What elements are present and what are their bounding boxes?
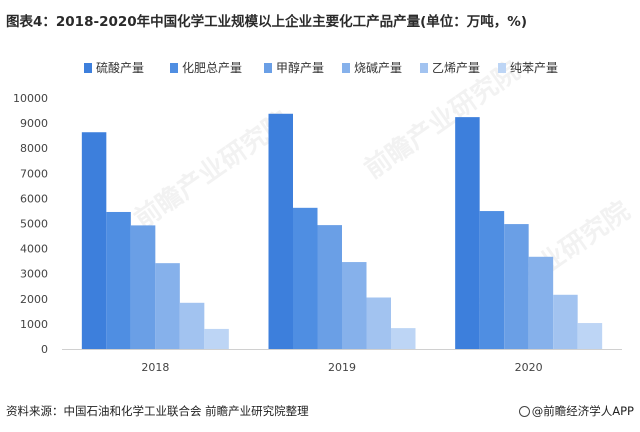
credit: @前瞻经济学人APP (518, 403, 634, 419)
legend-swatch (498, 63, 506, 73)
legend-swatch (84, 63, 92, 73)
legend-label: 烧碱产量 (354, 61, 402, 75)
legend-label: 硫酸产量 (96, 60, 144, 75)
bar (268, 113, 293, 349)
y-tick-label: 10000 (13, 92, 48, 105)
y-tick-label: 1000 (20, 318, 48, 331)
legend-label: 化肥总产量 (182, 61, 242, 75)
legend-label: 甲醇产量 (276, 60, 324, 75)
legend-swatch (170, 63, 178, 73)
y-tick-label: 7000 (20, 167, 48, 180)
bar (155, 263, 180, 349)
legend-swatch (420, 63, 428, 73)
bar-chart: 硫酸产量 化肥总产量 甲醇产量 烧碱产量 乙烯产量 纯苯产量 0 1000 2000 3000 4… (13, 60, 622, 374)
source-note: 资料来源：中国石油和化学工业联合会 前瞻产业研究院整理 (6, 404, 309, 418)
y-tick-label: 8000 (20, 142, 48, 155)
bar (293, 207, 318, 349)
y-tick-label: 9000 (20, 117, 48, 130)
y-tick-label: 2000 (20, 293, 48, 306)
legend-label: 纯苯产量 (510, 61, 558, 75)
bar (204, 328, 229, 349)
x-tick-label: 2018 (141, 361, 169, 374)
x-tick-label: 2020 (515, 361, 543, 374)
bar (179, 302, 205, 349)
bar (391, 328, 416, 349)
bar (366, 297, 391, 349)
bar (479, 211, 505, 349)
bar (528, 256, 554, 349)
legend: 硫酸产量 化肥总产量 甲醇产量 烧碱产量 乙烯产量 纯苯产量 (84, 60, 558, 75)
bar (130, 225, 156, 349)
chart-title: 图表4：2018-2020年中国化学工业规模以上企业主要化工产品产量(单位：万吨… (6, 14, 528, 30)
y-axis: 0 1000 2000 3000 4000 5000 6000 7000 8000 9000 100… (13, 92, 48, 356)
legend-swatch (264, 63, 272, 73)
legend-swatch (342, 63, 350, 73)
y-tick-label: 0 (41, 343, 48, 356)
bar (81, 132, 107, 349)
bar (455, 117, 480, 350)
legend-label: 乙烯产量 (432, 61, 480, 75)
bar (504, 224, 529, 349)
x-tick-label: 2019 (328, 361, 356, 374)
y-tick-label: 4000 (20, 243, 48, 256)
bar (342, 262, 367, 349)
bar (553, 294, 578, 349)
credit-text: @前瞻经济学人APP (531, 404, 634, 418)
logo-icon (518, 406, 530, 417)
y-tick-label: 5000 (20, 218, 48, 231)
bars (81, 113, 603, 350)
y-tick-label: 3000 (20, 268, 48, 281)
bar (317, 225, 342, 349)
x-axis: 2018 2019 2020 (62, 349, 622, 374)
y-tick-label: 6000 (20, 192, 48, 205)
bar (577, 323, 603, 349)
bar (106, 211, 131, 349)
